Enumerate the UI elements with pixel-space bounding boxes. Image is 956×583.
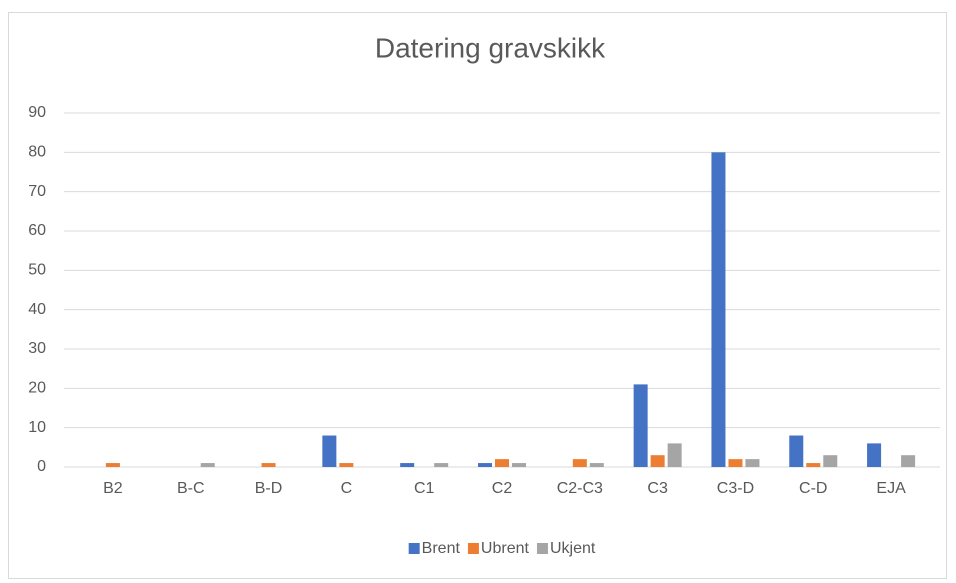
bar — [650, 455, 665, 467]
x-tick-label: C-D — [799, 480, 827, 497]
bar — [105, 463, 120, 467]
legend-label: Ukjent — [550, 540, 596, 557]
y-tick-label: 80 — [28, 144, 46, 161]
legend-swatch — [467, 543, 479, 554]
legend-swatch — [536, 543, 548, 554]
y-tick-label: 30 — [28, 340, 46, 357]
x-tick-label: C1 — [414, 480, 435, 497]
bar — [322, 435, 337, 467]
y-tick-label: 20 — [28, 380, 46, 397]
x-tick-label: B-D — [255, 480, 283, 497]
bar — [789, 435, 804, 467]
bar — [434, 463, 449, 467]
chart-border — [8, 12, 947, 579]
bar — [728, 459, 743, 467]
y-tick-label: 60 — [28, 222, 46, 239]
bar — [572, 459, 587, 467]
x-tick-label: C2-C3 — [557, 480, 603, 497]
x-tick-label: B2 — [103, 480, 123, 497]
x-tick-label: EJA — [876, 480, 906, 497]
bar — [745, 459, 760, 467]
chart-title: Datering gravskikk — [375, 32, 606, 63]
x-tick-label: C2 — [492, 480, 513, 497]
bar — [633, 384, 648, 467]
bar — [512, 463, 526, 467]
y-tick-label: 40 — [28, 301, 46, 318]
bar — [200, 463, 215, 467]
bar — [589, 463, 604, 467]
legend-label: Brent — [422, 540, 461, 557]
y-tick-label: 90 — [28, 104, 46, 121]
bar — [867, 443, 882, 467]
bar — [339, 463, 354, 467]
bar — [400, 463, 415, 467]
bar — [495, 459, 509, 467]
y-tick-label: 50 — [28, 262, 46, 279]
x-tick-label: C3 — [647, 480, 668, 497]
bar — [806, 463, 821, 467]
y-tick-label: 10 — [28, 419, 46, 436]
y-tick-label: 0 — [37, 458, 46, 475]
bar — [667, 443, 682, 467]
bar — [478, 463, 492, 467]
x-tick-label: B-C — [177, 480, 205, 497]
x-tick-label: C — [341, 480, 353, 497]
legend-label: Ubrent — [481, 540, 530, 557]
y-tick-label: 70 — [28, 183, 46, 200]
bar — [823, 455, 838, 467]
bar — [901, 455, 916, 467]
bar — [261, 463, 276, 467]
x-tick-label: C3-D — [717, 480, 754, 497]
legend-swatch — [408, 543, 420, 554]
bar — [711, 152, 726, 468]
